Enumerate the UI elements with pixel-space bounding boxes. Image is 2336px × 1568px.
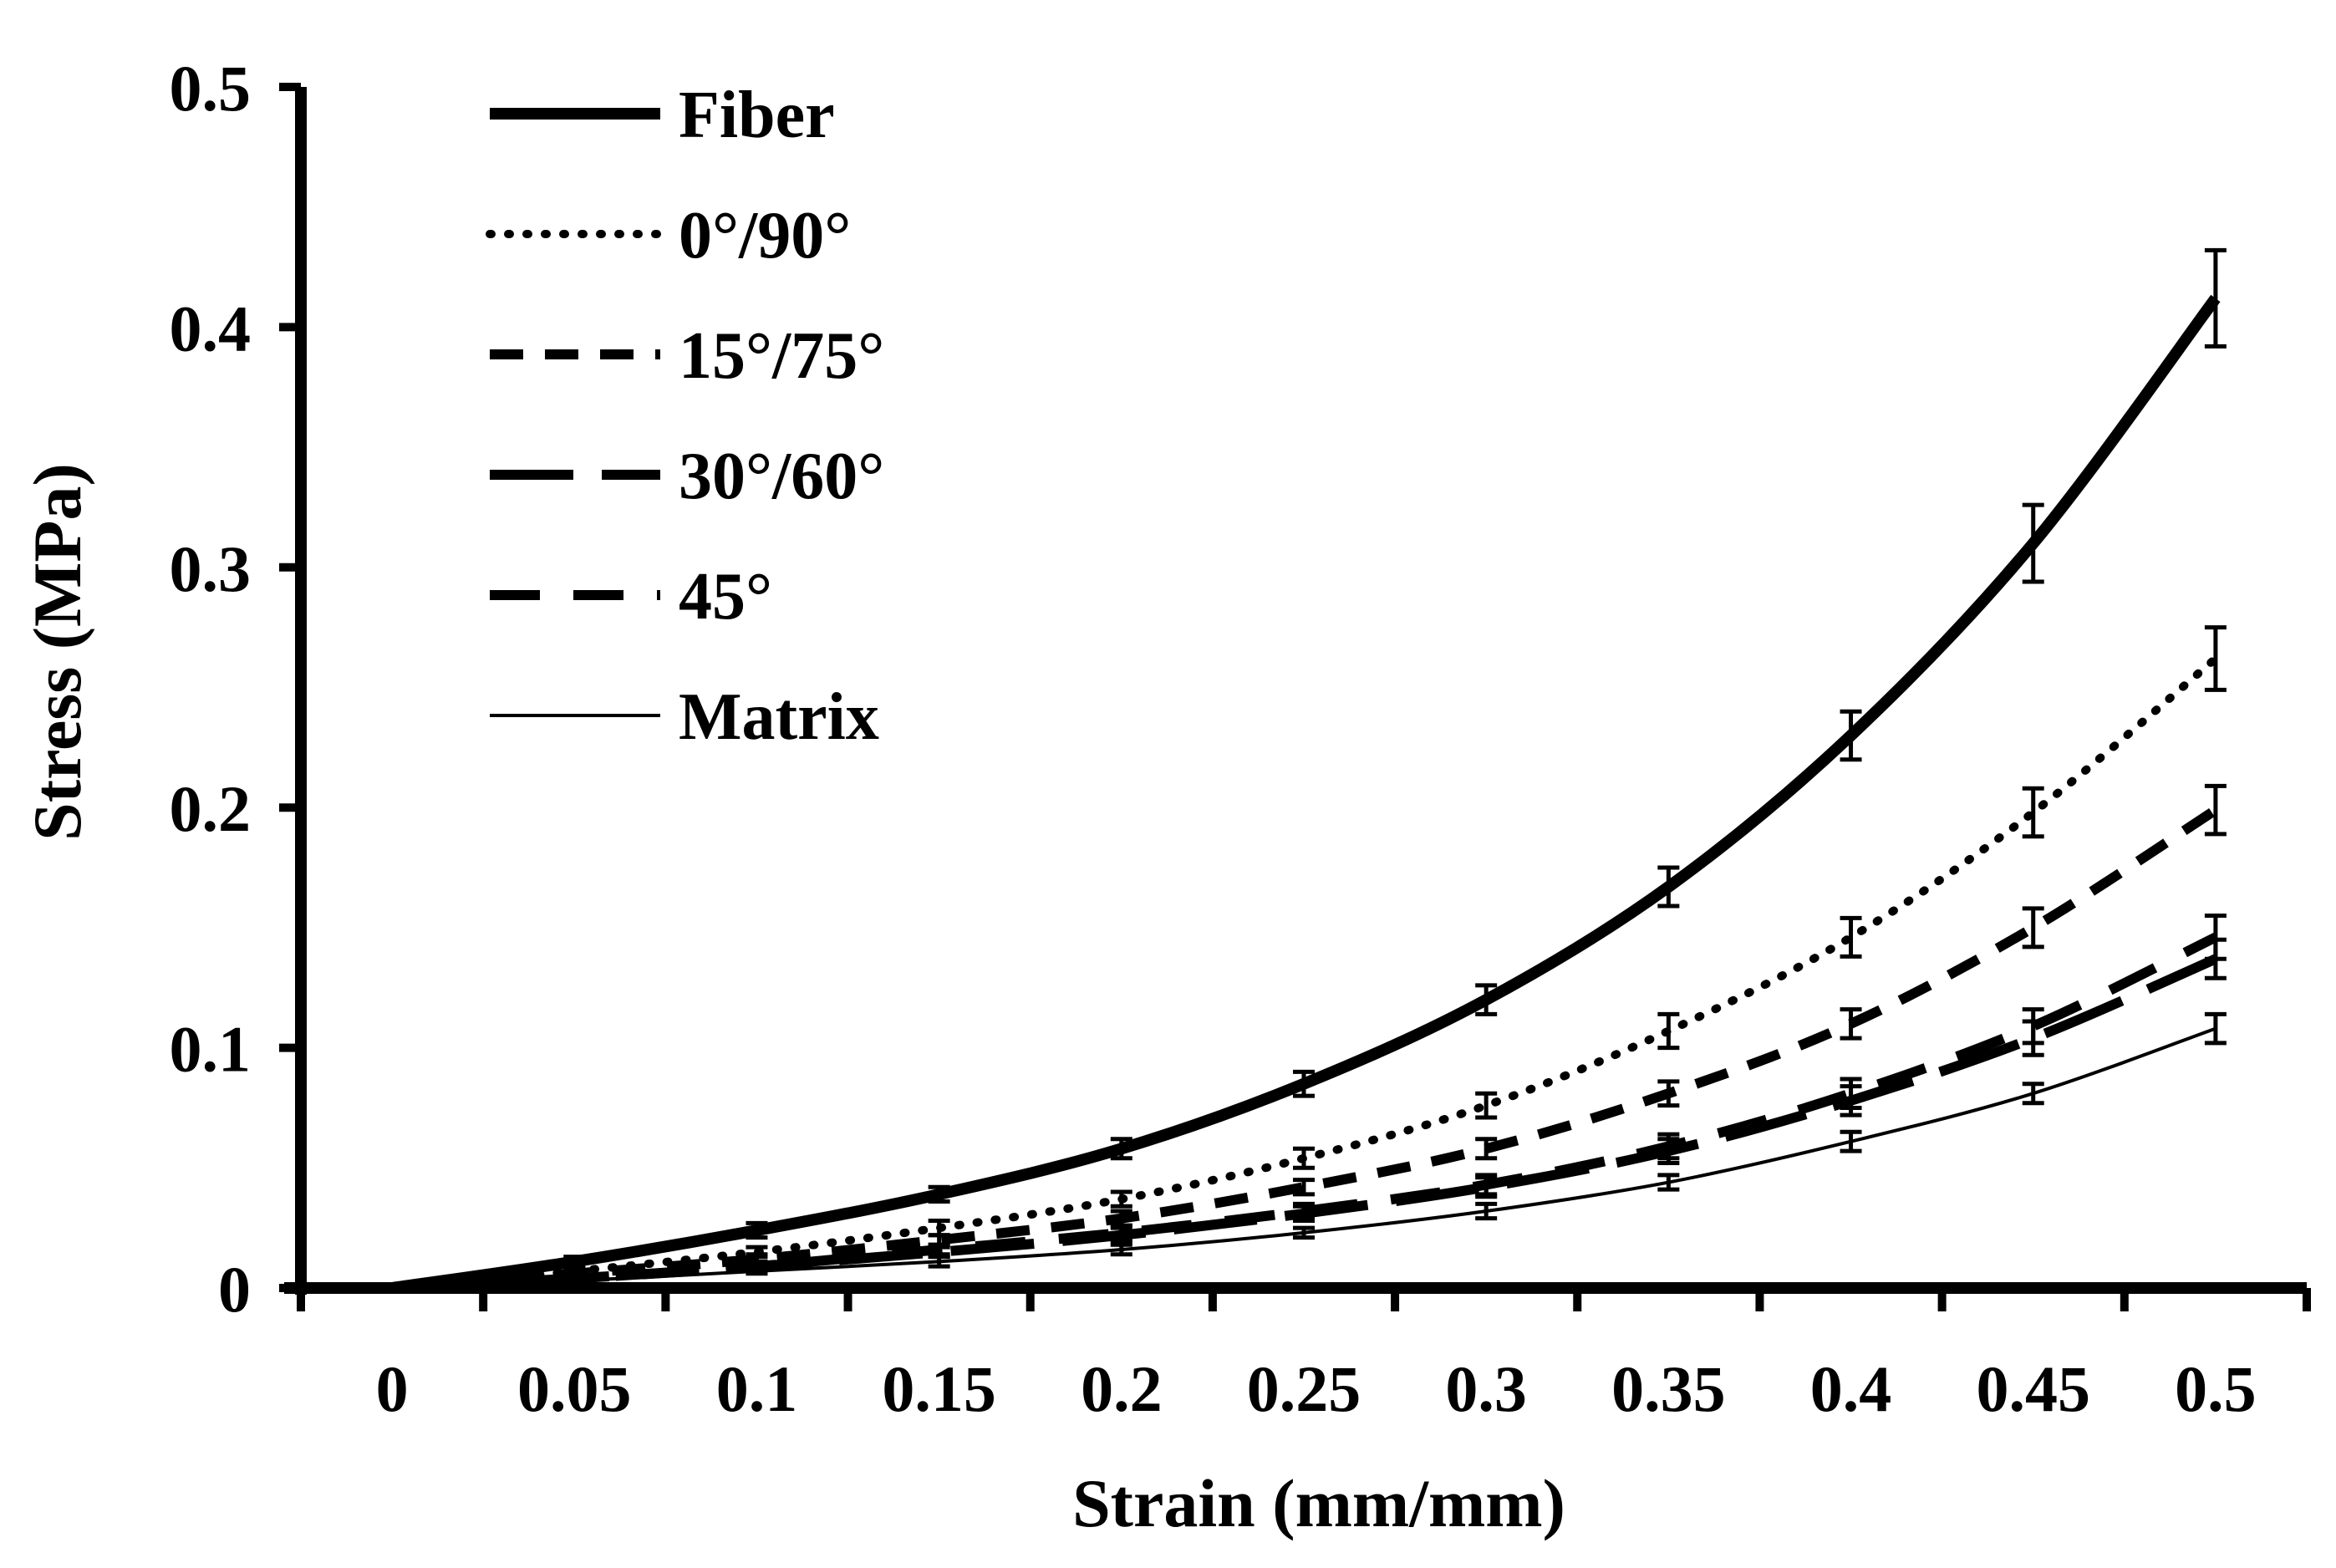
series-layer <box>388 294 2221 1294</box>
error-bar <box>928 1242 950 1257</box>
error-bar <box>1475 1091 1498 1120</box>
series-line-4 <box>391 933 2218 1293</box>
error-bar <box>1110 1189 1132 1209</box>
error-bar <box>1840 1077 1862 1110</box>
legend-label: 15°/75° <box>679 319 884 393</box>
x-tick-label: 0.25 <box>1247 1352 1361 1425</box>
legend-item: Matrix <box>490 680 879 754</box>
x-tick-label: 0.4 <box>1810 1352 1892 1425</box>
error-bar <box>2022 502 2044 584</box>
y-tick-label: 0.4 <box>170 292 252 364</box>
legend: Fiber 0°/90° 15°/75° 30°/60° 45° Matrix <box>486 79 884 754</box>
error-bar <box>1293 1225 1315 1240</box>
error-bar <box>1293 1146 1315 1170</box>
error-bar <box>1840 1007 1862 1041</box>
series-line-0 <box>391 294 2221 1294</box>
x-tick-label: 0.5 <box>2175 1352 2257 1425</box>
error-bar <box>1657 865 1680 909</box>
error-bar <box>563 1276 586 1285</box>
error-bar <box>2204 783 2227 837</box>
x-axis-title: Strain (mm/mm) <box>1072 1465 1565 1541</box>
error-bar <box>1110 1242 1132 1257</box>
legend-label: 45° <box>679 560 772 634</box>
legend-item: 45° <box>490 560 772 634</box>
error-bar <box>1840 915 1862 959</box>
error-bar <box>1110 1137 1132 1161</box>
x-tick-label: 0.35 <box>1611 1352 1726 1425</box>
y-tick-label: 0.2 <box>170 772 252 845</box>
legend-item: 0°/90° <box>486 199 851 272</box>
error-bar <box>2204 625 2227 692</box>
error-bar <box>1475 1201 1498 1221</box>
legend-item: 15°/75° <box>490 319 884 393</box>
error-bar <box>1840 1129 1862 1153</box>
x-tick-label: 0 <box>376 1352 409 1425</box>
error-bar <box>1657 1011 1680 1051</box>
y-tick-label: 0 <box>218 1253 251 1326</box>
series-line-2 <box>391 806 2219 1293</box>
y-tick-label: 0.5 <box>170 52 252 125</box>
error-bar <box>1475 1173 1498 1197</box>
error-bar <box>2204 1011 2227 1046</box>
error-bar <box>2204 914 2227 961</box>
error-bar <box>928 1184 950 1204</box>
y-tick-label: 0.3 <box>170 532 252 605</box>
error-bar <box>1657 1132 1680 1161</box>
y-tick-label: 0.1 <box>170 1013 252 1086</box>
errorbar-layer <box>563 247 2227 1285</box>
error-bar <box>746 1266 768 1276</box>
error-bar <box>1293 1069 1315 1098</box>
error-bar <box>928 1219 950 1238</box>
error-bar <box>928 1255 950 1269</box>
error-bar <box>2022 906 2044 949</box>
x-tick-label: 0.2 <box>1081 1352 1163 1425</box>
x-tick-label: 0.05 <box>517 1352 632 1425</box>
error-bar <box>2204 247 2227 349</box>
legend-label: Matrix <box>679 680 879 754</box>
legend-label: 30°/60° <box>679 440 884 513</box>
legend-label: 0°/90° <box>679 199 851 272</box>
axes-layer: 0 0.1 0.2 0.3 0.4 0.5 0 0.05 0.1 0.15 0.2 0.25 0.3 0.… <box>170 52 2311 1425</box>
error-bar <box>2022 1007 2044 1046</box>
error-bar <box>2022 1082 2044 1106</box>
error-bar <box>746 1220 768 1240</box>
x-tick-label: 0.15 <box>882 1352 996 1425</box>
error-bar <box>1475 983 1498 1016</box>
error-bar <box>1293 1201 1315 1221</box>
legend-item: Fiber <box>490 79 835 152</box>
y-axis-title: Stress (MPa) <box>19 463 95 841</box>
error-bar <box>1840 709 1862 762</box>
error-bar <box>1475 1137 1498 1161</box>
error-bar <box>1293 1178 1315 1197</box>
error-bar <box>1657 1079 1680 1108</box>
x-tick-label: 0.45 <box>1976 1352 2090 1425</box>
legend-label: Fiber <box>679 79 835 152</box>
x-tick-label: 0.3 <box>1445 1352 1527 1425</box>
x-tick-label: 0.1 <box>716 1352 798 1425</box>
error-bar <box>1110 1223 1132 1243</box>
legend-item: 30°/60° <box>490 440 884 513</box>
error-bar <box>2022 786 2044 839</box>
error-bar <box>1657 1173 1680 1192</box>
